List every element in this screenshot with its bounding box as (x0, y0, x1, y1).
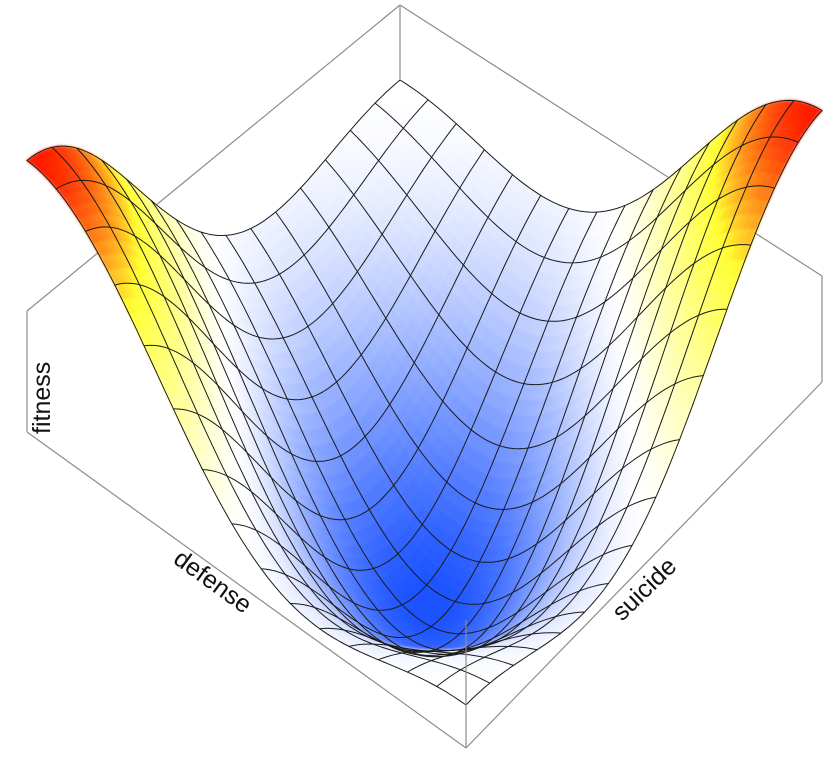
mesh-line-defense (377, 119, 739, 661)
mesh-line-defense (55, 99, 429, 284)
mesh-line-suicide (150, 200, 586, 658)
mesh-line-defense (319, 166, 682, 658)
mesh-line-suicide (200, 231, 633, 635)
mesh-line-suicide (225, 234, 657, 605)
mesh-line-defense (260, 204, 626, 638)
bounding-box-front (26, 276, 823, 749)
mesh-line-defense (407, 104, 767, 673)
mesh-line-suicide (374, 102, 799, 264)
mesh-line-defense (231, 211, 598, 611)
mesh-line-suicide (26, 160, 467, 706)
mesh-line-defense (143, 174, 513, 462)
mesh-line-suicide (275, 211, 704, 510)
mesh-line-defense (202, 208, 570, 571)
mesh-line-defense (348, 142, 710, 655)
x-axis-label: defense (168, 544, 256, 619)
mesh-line-suicide (324, 159, 752, 386)
mesh-line-defense (26, 79, 401, 236)
mesh-line-defense (289, 189, 654, 653)
mesh-line-defense (85, 123, 457, 340)
mesh-line-suicide (51, 146, 491, 684)
mesh-line-defense (465, 110, 823, 706)
mesh-line-suicide (349, 129, 775, 322)
mesh-line-suicide (76, 147, 514, 666)
mesh-line-suicide (250, 228, 681, 563)
mesh-line-suicide (399, 79, 823, 213)
z-axis-label: fitness (28, 362, 56, 434)
mesh-line-suicide (175, 219, 609, 651)
mesh-line-defense (436, 100, 795, 687)
surface-mesh (26, 79, 823, 706)
mesh-line-defense (172, 194, 542, 521)
mesh-line-suicide (300, 187, 728, 450)
mesh-line-defense (114, 149, 485, 401)
